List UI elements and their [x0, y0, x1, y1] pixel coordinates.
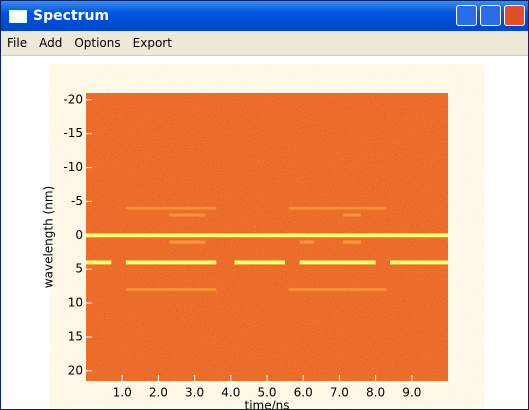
minimize-button[interactable]: [456, 5, 477, 26]
y-tick-label: -10: [63, 160, 83, 174]
y-axis-title: wavelength (nm): [42, 186, 56, 288]
close-button[interactable]: [504, 5, 525, 26]
x-tick-label: 7.0: [330, 386, 349, 400]
spectral-line: [390, 260, 448, 265]
y-tick-label: 5: [75, 262, 83, 276]
spectral-line: [234, 260, 286, 265]
spectral-line: [125, 260, 217, 265]
spectral-line: [299, 240, 315, 244]
y-tick-label: 0: [75, 228, 83, 242]
spectral-line: [299, 260, 376, 265]
menu-item[interactable]: File: [7, 36, 28, 50]
y-tick-label: 15: [68, 329, 83, 343]
menu-item[interactable]: Export: [132, 36, 172, 50]
spectral-line: [343, 213, 362, 217]
menu-item[interactable]: Options: [74, 36, 121, 50]
menu-bar: File Add Options Export: [1, 31, 528, 56]
menu-item[interactable]: Add: [39, 36, 63, 50]
y-tick-label: 20: [68, 363, 83, 377]
spectral-line: [86, 260, 112, 265]
y-tick-label: -5: [71, 194, 83, 208]
x-tick-label: 8.0: [366, 386, 385, 400]
window-title: Spectrum: [33, 8, 110, 24]
x-tick-label: 4.0: [221, 386, 240, 400]
title-bar: Spectrum: [1, 1, 528, 31]
y-tick-label: -20: [63, 92, 83, 106]
spectral-line: [343, 240, 362, 244]
x-axis-title: time/ns: [244, 399, 289, 410]
chart: -20 -15 -10 -5 0 5 10 15 20 1.0 2.0 3.0 4.0 5.0 6.0 7.0…: [42, 92, 448, 410]
y-tick-label: -15: [63, 126, 83, 140]
spectral-line: [169, 240, 206, 244]
window-icon: [9, 9, 27, 23]
y-tick-label: 10: [68, 296, 83, 310]
spectral-line: [288, 288, 387, 291]
x-tick-label: 2.0: [149, 386, 168, 400]
x-tick-label: 3.0: [185, 386, 204, 400]
maximize-button[interactable]: [480, 5, 501, 26]
x-tick-label: 1.0: [113, 386, 132, 400]
spectral-line: [125, 206, 217, 210]
spectral-line: [125, 288, 217, 291]
spectral-line: [288, 206, 387, 210]
spectral-line: [86, 233, 448, 238]
spectral-line: [169, 213, 206, 217]
x-tick-label: 5.0: [257, 386, 276, 400]
x-tick-label: 6.0: [294, 386, 313, 400]
x-tick-label: 9.0: [402, 386, 421, 400]
